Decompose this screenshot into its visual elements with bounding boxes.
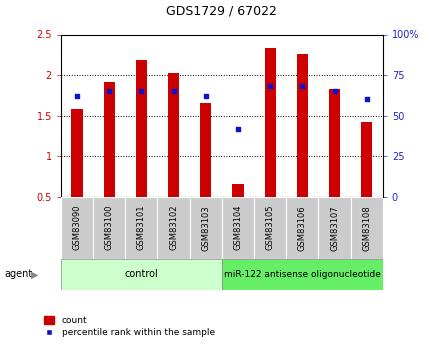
Bar bbox=[61, 197, 93, 259]
Text: GSM83100: GSM83100 bbox=[105, 205, 113, 250]
Text: miR-122 antisense oligonucleotide: miR-122 antisense oligonucleotide bbox=[224, 270, 380, 279]
Point bbox=[73, 93, 80, 99]
Bar bbox=[125, 197, 157, 259]
Legend: count, percentile rank within the sample: count, percentile rank within the sample bbox=[43, 316, 214, 337]
Bar bbox=[71, 109, 82, 197]
Point bbox=[298, 83, 305, 89]
Point bbox=[234, 126, 241, 131]
Bar bbox=[221, 197, 253, 259]
Text: GSM83106: GSM83106 bbox=[297, 205, 306, 250]
Bar bbox=[253, 197, 286, 259]
Point bbox=[170, 88, 177, 94]
Bar bbox=[350, 197, 382, 259]
Bar bbox=[296, 54, 307, 197]
Bar bbox=[168, 73, 179, 197]
Bar bbox=[189, 197, 221, 259]
Text: control: control bbox=[124, 269, 158, 279]
Bar bbox=[360, 122, 372, 197]
Point bbox=[138, 88, 145, 94]
Text: GSM83102: GSM83102 bbox=[169, 205, 178, 250]
Bar bbox=[328, 89, 339, 197]
Text: GSM83107: GSM83107 bbox=[329, 205, 338, 250]
Point bbox=[105, 88, 112, 94]
Point bbox=[362, 97, 369, 102]
Text: GSM83105: GSM83105 bbox=[265, 205, 274, 250]
Bar bbox=[93, 197, 125, 259]
Bar bbox=[103, 82, 115, 197]
Text: GSM83090: GSM83090 bbox=[72, 205, 81, 250]
Point bbox=[202, 93, 209, 99]
Text: GSM83103: GSM83103 bbox=[201, 205, 210, 250]
Bar bbox=[157, 197, 189, 259]
Bar bbox=[318, 197, 350, 259]
Text: ▶: ▶ bbox=[31, 269, 39, 279]
Text: agent: agent bbox=[4, 269, 33, 279]
Point bbox=[330, 88, 337, 94]
Text: GSM83104: GSM83104 bbox=[233, 205, 242, 250]
Bar bbox=[135, 60, 147, 197]
Bar bbox=[200, 104, 211, 197]
Text: GSM83101: GSM83101 bbox=[137, 205, 145, 250]
Point bbox=[266, 83, 273, 89]
Bar bbox=[232, 185, 243, 197]
Bar bbox=[61, 259, 221, 290]
Bar bbox=[264, 48, 275, 197]
Bar bbox=[286, 197, 318, 259]
Bar bbox=[221, 259, 382, 290]
Text: GDS1729 / 67022: GDS1729 / 67022 bbox=[166, 4, 276, 17]
Text: GSM83108: GSM83108 bbox=[362, 205, 370, 250]
